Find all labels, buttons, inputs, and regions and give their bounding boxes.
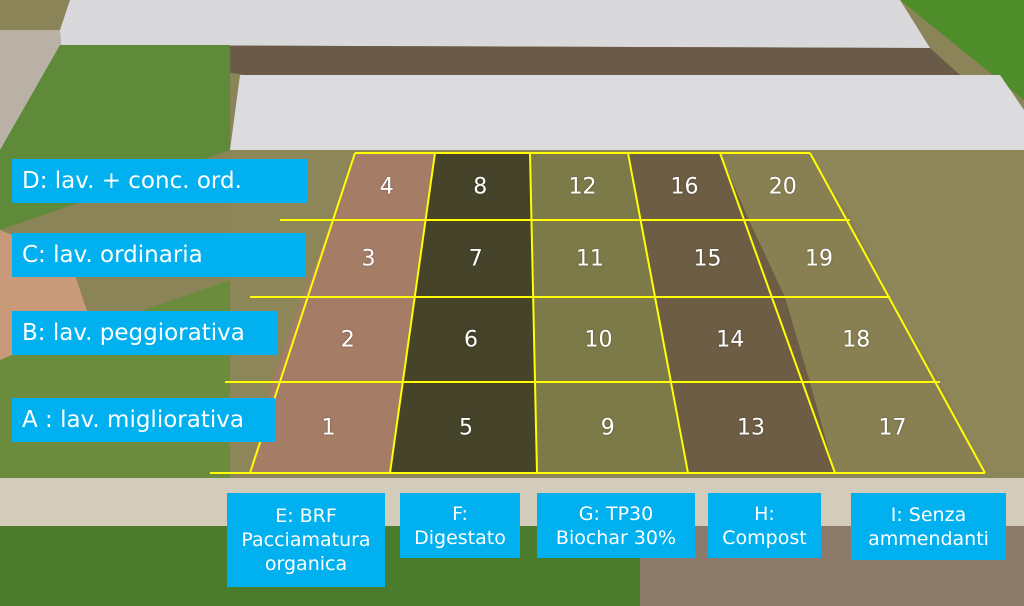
- plot-area: [655, 297, 810, 382]
- plot-area: [671, 382, 835, 473]
- column-label-line: H:: [754, 502, 775, 525]
- plot-area: [390, 382, 537, 473]
- greenhouse-tunnel-1: [55, 0, 930, 48]
- plot-number: 13: [737, 415, 765, 440]
- plot-number: 2: [340, 327, 355, 352]
- column-label-line: Digestato: [414, 526, 506, 549]
- plot-area: [303, 220, 425, 297]
- column-label-i: I: Senza ammendanti: [851, 493, 1006, 560]
- plot-number: 10: [584, 327, 613, 352]
- grid-line: [389, 152, 436, 474]
- row-label-c: C: lav. ordinaria: [12, 233, 306, 277]
- grid-line: [529, 152, 538, 474]
- column-label-f: F: Digestato: [400, 493, 520, 558]
- plot-area: [628, 153, 749, 220]
- plot-area: [533, 297, 671, 382]
- plot-area: [425, 153, 531, 220]
- plot-area: [332, 153, 435, 220]
- plot-number: 6: [464, 327, 478, 352]
- plot-number: 17: [878, 415, 907, 440]
- plot-number: 9: [600, 415, 615, 440]
- column-label-line: organica: [264, 553, 348, 575]
- plot-number: 19: [805, 246, 833, 271]
- plot-number: 1: [321, 415, 336, 440]
- column-label-line: ammendanti: [868, 527, 989, 550]
- plot-area: [530, 153, 641, 220]
- plot-number: 20: [768, 174, 797, 199]
- plot-number: 4: [379, 174, 394, 199]
- plot-area: [531, 220, 655, 297]
- column-label-line: Biochar 30%: [555, 526, 677, 549]
- row-label-a: A : lav. migliorativa: [12, 398, 275, 442]
- grid-line: [719, 152, 836, 474]
- plot-number: 12: [568, 174, 597, 199]
- plot-number: 11: [576, 246, 604, 271]
- plot-area: [402, 297, 535, 382]
- plot-number: 16: [670, 174, 699, 199]
- plot-number: 18: [842, 327, 871, 352]
- plot-area: [250, 382, 402, 473]
- plot-number: 3: [361, 246, 376, 271]
- plot-area: [272, 297, 414, 382]
- column-label-line: F:: [452, 502, 468, 525]
- plot-area: [641, 220, 785, 297]
- plot-area: [749, 220, 890, 297]
- column-label-h: H: Compost: [708, 493, 821, 558]
- column-label-line: E: BRF: [275, 505, 337, 527]
- plot-area: [535, 382, 688, 473]
- row-label-d: D: lav. + conc. ord.: [12, 159, 308, 203]
- plot-number: 5: [459, 415, 473, 440]
- grid-line: [809, 152, 986, 474]
- column-label-line: I: Senza: [890, 503, 967, 526]
- column-label-line: G: TP30: [578, 502, 654, 525]
- greenhouse-tunnel-2: [230, 75, 1024, 150]
- plot-number: 7: [468, 246, 483, 271]
- column-label-line: Pacciamatura: [241, 529, 371, 551]
- column-label-e: E: BRF Pacciamatura organica: [227, 493, 385, 587]
- grid-line: [627, 152, 689, 474]
- soil-strip: [55, 45, 960, 75]
- plot-number: 8: [473, 174, 488, 199]
- plot-number: 14: [716, 327, 745, 352]
- plot-number: 15: [693, 246, 722, 271]
- plot-area: [810, 382, 985, 473]
- plot-area: [414, 220, 533, 297]
- column-label-line: Compost: [722, 526, 807, 549]
- row-label-b: B: lav. peggiorativa: [12, 311, 278, 355]
- column-label-g: G: TP30 Biochar 30%: [537, 493, 695, 558]
